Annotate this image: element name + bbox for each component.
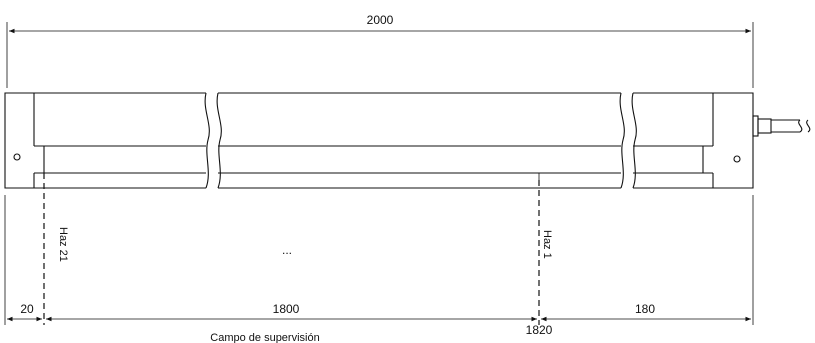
beam-1-label: Haz 1	[541, 230, 553, 259]
right-mounting-hole	[733, 155, 741, 163]
housing-left-outline	[4, 92, 206, 189]
housing-middle-section	[218, 92, 621, 189]
cable-connector	[752, 115, 811, 137]
bottom-dimension-chain: 20 1800 180 1820 Campo de supervisión	[4, 195, 754, 343]
beam-ellipsis: ...	[282, 243, 292, 257]
connector-base	[752, 115, 759, 137]
break-curve-b	[216, 92, 222, 189]
housing-right-outline	[633, 92, 754, 189]
total-length-label: 2000	[367, 13, 394, 27]
beam-21: Haz 21	[43, 173, 69, 325]
right-offset-label: 180	[635, 302, 655, 316]
cable-break-a	[798, 119, 803, 133]
cable-break-b	[806, 119, 811, 133]
break-line-left	[204, 92, 222, 189]
beam-1: Haz 1	[538, 173, 553, 325]
beam1-position-label: 1820	[526, 323, 553, 337]
monitoring-field-label: Campo de supervisión	[210, 332, 319, 343]
break-curve-a	[204, 92, 210, 189]
total-length-dimension: 2000	[6, 13, 754, 88]
left-offset-label: 20	[20, 302, 34, 316]
left-mounting-hole	[13, 153, 21, 161]
break-curve-c	[619, 92, 625, 189]
break-line-right	[619, 92, 637, 189]
beam-21-label: Haz 21	[57, 227, 69, 262]
connector-nut	[757, 118, 772, 134]
housing-right-section	[633, 92, 754, 189]
break-curve-d	[631, 92, 637, 189]
field-span-label: 1800	[273, 302, 300, 316]
housing-left-section	[4, 92, 206, 189]
